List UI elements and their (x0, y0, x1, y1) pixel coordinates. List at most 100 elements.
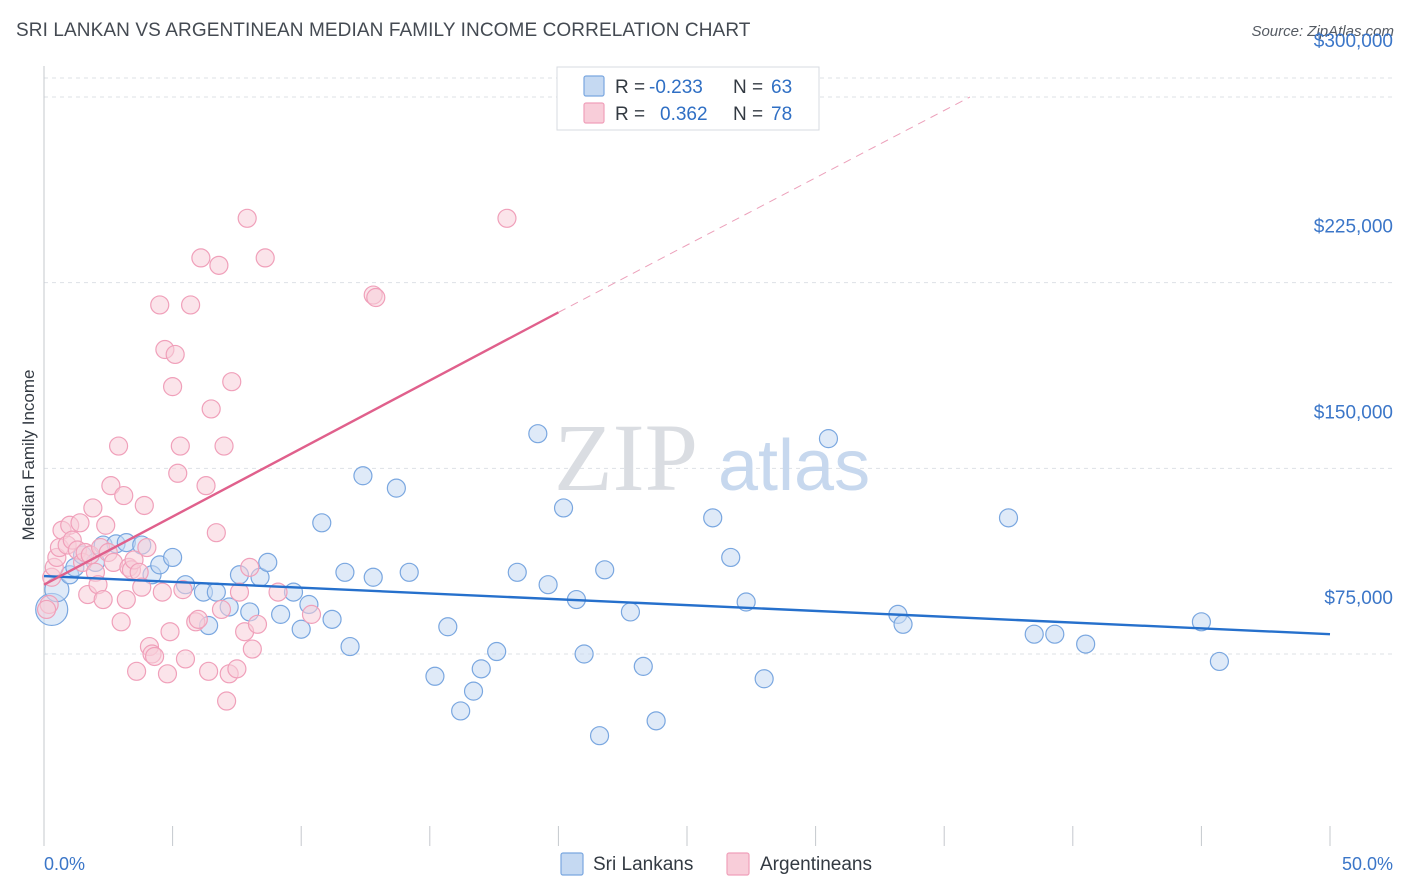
point-argentineans (152, 582, 172, 602)
legend-item-sri-lankans: Sri Lankans (560, 852, 693, 876)
point-sri-lankans (487, 641, 507, 662)
point-argentineans (497, 208, 517, 228)
point-argentineans (83, 498, 103, 518)
point-argentineans (227, 659, 247, 679)
point-argentineans (137, 537, 157, 558)
trend-line-sri-lankans (43, 574, 1331, 636)
point-argentineans (157, 664, 178, 684)
legend-swatch-blue (583, 75, 605, 97)
y-axis-title: Median Family Income (19, 369, 38, 540)
point-sri-lankans (353, 466, 373, 486)
x-tick-label: 50.0% (1342, 854, 1393, 874)
point-sri-lankans (425, 666, 445, 686)
point-sri-lankans (620, 602, 641, 622)
legend-r-value: -0.233 (649, 77, 703, 98)
point-argentineans (173, 580, 193, 600)
point-sri-lankans (633, 656, 653, 676)
point-sri-lankans (595, 560, 615, 580)
legend-bottom-swatch-pink (726, 852, 750, 876)
point-sri-lankans (386, 478, 406, 498)
point-sri-lankans (574, 644, 594, 664)
y-tick-label: $150,000 (1314, 402, 1393, 423)
point-argentineans (181, 295, 201, 315)
point-sri-lankans (399, 562, 419, 582)
point-argentineans (247, 614, 268, 634)
point-sri-lankans (322, 609, 342, 629)
legend-n-value: 63 (771, 77, 792, 98)
legend-row-argentineans: R = 0.362 N = 78 (583, 102, 792, 125)
point-sri-lankans (1045, 624, 1065, 644)
point-sri-lankans (206, 582, 226, 602)
point-sri-lankans (818, 429, 839, 449)
legend-bottom-swatch-blue (560, 852, 584, 876)
point-argentineans (111, 612, 131, 632)
point-sri-lankans (589, 726, 610, 746)
y-tick-label: $75,000 (1324, 588, 1393, 609)
point-sri-lankans (1076, 634, 1096, 654)
axes: $75,000 $150,000 $225,000 $300,000 0.0% 50.0% (43, 31, 1393, 874)
legend-row-sri-lankans: R = -0.233 N = 63 (583, 75, 792, 98)
trend-line-argentineans-extension (558, 96, 971, 313)
legend-n-value: 78 (771, 104, 792, 125)
point-argentineans (209, 255, 229, 275)
point-argentineans (150, 295, 170, 315)
point-sri-lankans (538, 575, 558, 595)
point-sri-lankans (471, 659, 491, 679)
point-argentineans (237, 208, 257, 228)
point-argentineans (101, 476, 121, 496)
point-argentineans (144, 646, 165, 667)
point-sri-lankans (893, 614, 913, 634)
point-sri-lankans (335, 562, 355, 582)
watermark-atlas-text: atlas (718, 426, 870, 506)
point-sri-lankans (291, 619, 311, 639)
legend-r-label: R = (615, 104, 645, 125)
point-argentineans (199, 661, 219, 681)
legend-r-label: R = (615, 77, 645, 98)
point-argentineans (301, 604, 322, 624)
trend-lines (43, 96, 1331, 636)
point-sri-lankans (703, 508, 723, 528)
point-sri-lankans (451, 701, 471, 721)
legend-label-sri-lankans: Sri Lankans (593, 854, 693, 875)
point-sri-lankans (1024, 624, 1044, 644)
point-sri-lankans (553, 498, 574, 518)
point-argentineans (188, 609, 208, 629)
data-points (35, 208, 1230, 746)
point-argentineans (160, 622, 180, 642)
legend-item-argentineans: Argentineans (726, 852, 872, 876)
point-argentineans (163, 377, 183, 397)
point-sri-lankans (438, 617, 458, 637)
point-argentineans (242, 639, 262, 659)
point-argentineans (132, 577, 152, 597)
point-argentineans (165, 344, 185, 365)
watermark: ZIP atlas (554, 404, 870, 511)
trend-line-argentineans (43, 311, 559, 586)
point-sri-lankans (528, 424, 548, 444)
point-argentineans (366, 287, 386, 308)
point-argentineans (211, 599, 232, 620)
point-sri-lankans (754, 669, 774, 689)
point-argentineans (191, 248, 211, 268)
point-argentineans (168, 463, 188, 483)
point-argentineans (206, 523, 226, 543)
point-argentineans (196, 476, 216, 496)
point-argentineans (126, 661, 147, 681)
point-argentineans (36, 599, 57, 620)
point-sri-lankans (646, 711, 666, 731)
y-tick-label: $225,000 (1314, 217, 1393, 238)
legend-top: R = -0.233 N = 63 R = 0.362 N = 78 (556, 66, 820, 131)
point-argentineans (70, 513, 90, 533)
point-sri-lankans (363, 567, 383, 587)
legend-swatch-pink (583, 102, 605, 124)
point-argentineans (240, 557, 260, 577)
source-note: Source: ZipAtlas.com (1251, 23, 1394, 40)
point-argentineans (217, 691, 237, 711)
legend-bottom: Sri Lankans Argentineans (560, 852, 872, 876)
point-argentineans (214, 436, 234, 456)
legend-n-label: N = (733, 77, 763, 98)
point-sri-lankans (271, 604, 291, 624)
point-argentineans (134, 495, 154, 516)
point-argentineans (222, 372, 242, 392)
point-argentineans (229, 582, 250, 602)
